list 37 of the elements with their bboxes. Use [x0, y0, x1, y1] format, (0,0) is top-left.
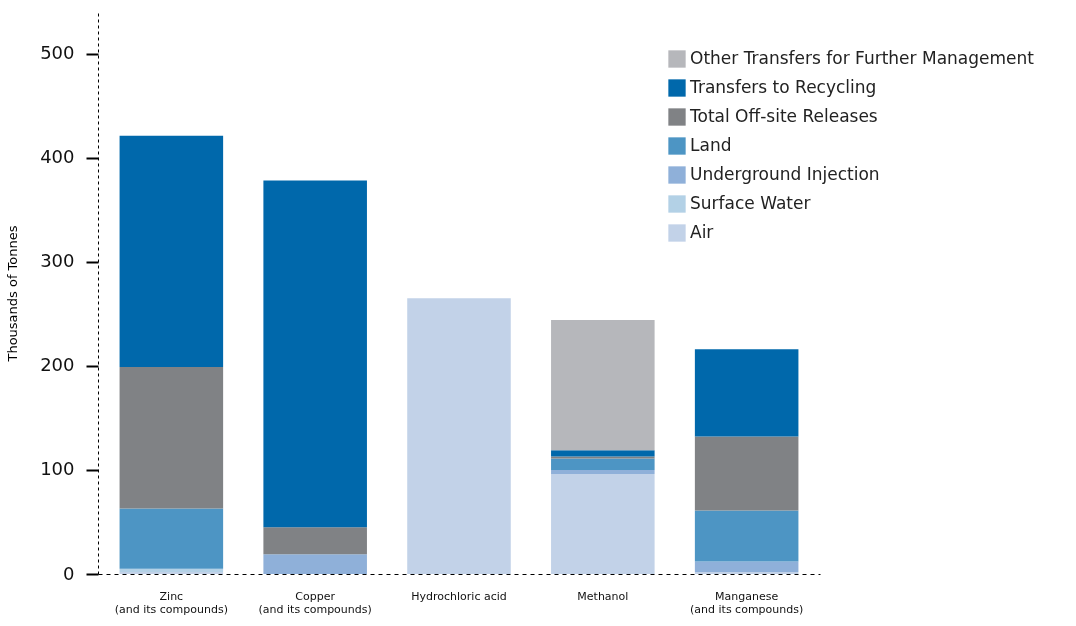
bar	[407, 298, 511, 574]
bar	[694, 510, 799, 562]
bar	[551, 458, 655, 470]
bar	[263, 527, 367, 555]
bar	[551, 320, 655, 451]
y-tick-label: 100	[40, 458, 75, 480]
legend-label: Total Off-site Releases	[689, 106, 878, 126]
x-tick-label: Copper (and its compounds)	[258, 589, 372, 616]
bar	[119, 135, 224, 367]
bar	[263, 554, 367, 574]
bar	[694, 571, 799, 574]
x-tick-label: Zinc (and its compounds)	[114, 589, 228, 616]
legend-label: Underground Injection	[690, 164, 880, 184]
bar	[551, 450, 655, 457]
y-tick-label: 0	[63, 562, 75, 584]
x-tick-label: Methanol	[577, 589, 629, 603]
bar	[551, 456, 655, 459]
bar	[694, 436, 799, 511]
y-tick-label: 200	[40, 354, 75, 376]
bar	[263, 180, 367, 528]
legend-label: Surface Water	[690, 193, 811, 213]
legend-label: Air	[690, 222, 714, 242]
bar	[694, 561, 799, 572]
x-tick-label: Hydrochloric acid	[411, 589, 507, 603]
bar	[551, 469, 655, 475]
y-tick-label: 500	[40, 42, 75, 64]
legend-label: Transfers to Recycling	[689, 77, 877, 97]
bar	[694, 349, 799, 437]
bar	[119, 366, 224, 509]
y-axis-title: Thousands of Tonnes	[5, 225, 21, 363]
legend-label: Land	[690, 135, 732, 155]
legend-label: Other Transfers for Further Management	[690, 48, 1035, 68]
x-tick-label: Manganese (and its compounds)	[690, 589, 804, 616]
y-tick-label: 300	[40, 250, 75, 272]
bar	[119, 508, 224, 569]
bar	[551, 474, 655, 574]
y-tick-label: 400	[40, 146, 75, 168]
